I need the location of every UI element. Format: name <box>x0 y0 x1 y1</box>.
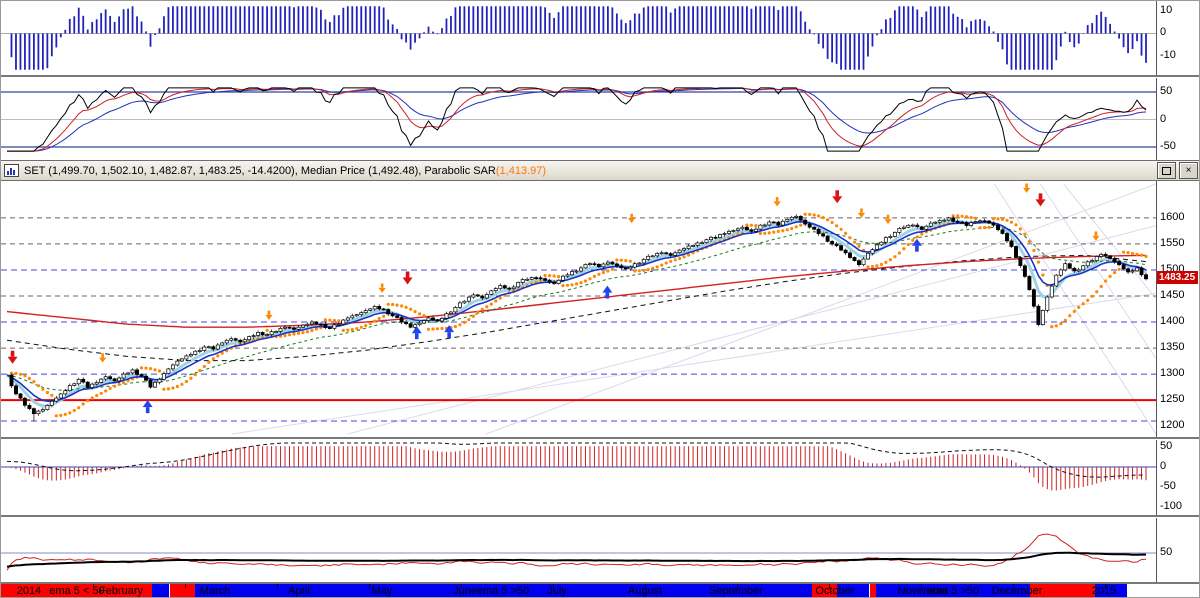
close-button[interactable]: × <box>1179 162 1198 179</box>
month-tick <box>921 584 922 588</box>
oscillator-yaxis: 50 0 -50 <box>1157 78 1199 160</box>
ema-plot[interactable] <box>1 518 1156 582</box>
panel-separator <box>1 75 1199 78</box>
chart-title: SET (1,499.70, 1,502.10, 1,482.87, 1,483… <box>24 164 496 177</box>
last-price-badge: 1483.25 <box>1157 270 1199 284</box>
y-tick-label: -50 <box>1160 480 1176 492</box>
y-tick-label: 10 <box>1160 4 1173 16</box>
month-tick <box>277 584 278 588</box>
y-tick-label: 50 <box>1160 440 1173 452</box>
ema-ribbon-segment <box>1095 584 1127 597</box>
panel-separator <box>1 515 1199 518</box>
ema-ribbon-segment <box>1127 584 1156 597</box>
month-tick <box>1105 584 1106 588</box>
ema-ribbon-segment <box>170 584 195 597</box>
close-icon: × <box>1185 164 1192 176</box>
month-tick <box>737 584 738 588</box>
month-label: September <box>709 585 763 597</box>
month-label: November <box>897 585 949 597</box>
month-label: March <box>199 585 231 597</box>
month-label: December <box>991 585 1043 597</box>
indicator-panel-top[interactable] <box>1 1 1156 75</box>
price-yaxis: 1600 1550 1500 1450 1400 1350 1300 1250 1200 <box>1157 181 1199 437</box>
month-label: April <box>287 585 311 597</box>
price-chart-plot[interactable] <box>1 181 1156 437</box>
panel-separator <box>1 437 1199 440</box>
y-tick-label: 1200 <box>1160 419 1185 431</box>
month-label: August <box>627 585 663 597</box>
macd-yaxis: 50 0 -50 -100 <box>1157 440 1199 515</box>
month-label: October <box>815 585 855 597</box>
chart-title-bar[interactable]: SET (1,499.70, 1,502.10, 1,482.87, 1,483… <box>1 160 1199 181</box>
y-tick-label: 0 <box>1160 26 1167 38</box>
indicator-panel-macd[interactable] <box>1 440 1156 515</box>
ema-ribbon-segment <box>152 584 169 597</box>
y-tick-label: 1250 <box>1160 393 1185 405</box>
y-tick-label: -50 <box>1160 140 1176 152</box>
ema-ribbon-segment <box>1 584 152 597</box>
y-tick-label: 50 <box>1160 85 1173 97</box>
ema-ribbon-label: ema 5 < 50 <box>49 585 105 597</box>
ema-ribbon-segment <box>837 584 869 597</box>
month-label: 2014 <box>16 585 42 597</box>
month-tick <box>553 584 554 588</box>
y-tick-label: 0 <box>1160 113 1167 125</box>
restore-icon <box>1162 166 1171 175</box>
main-price-panel[interactable] <box>1 181 1156 437</box>
ema-ribbon-segment <box>195 584 812 597</box>
month-tick <box>461 584 462 588</box>
parabolic-sar-value: (1,413.97) <box>495 164 547 177</box>
ema-ribbon-segment <box>870 584 877 597</box>
month-label: 2015 <box>1091 585 1117 597</box>
restore-button[interactable] <box>1157 162 1176 179</box>
month-tick <box>369 584 370 588</box>
axis-divider <box>1156 1 1157 597</box>
month-tick <box>645 584 646 588</box>
y-tick-label: -100 <box>1160 500 1183 512</box>
ema-ribbon-segment <box>812 584 837 597</box>
top-histogram-plot[interactable] <box>1 1 1156 75</box>
y-tick-label: 1350 <box>1160 341 1185 353</box>
y-tick-label: 1550 <box>1160 237 1185 249</box>
month-label: February <box>98 585 144 597</box>
time-axis-ribbon: ema 5 < 50 ema 5 >50 ema 5 >50 2014 February… <box>1 584 1199 597</box>
top-histogram-yaxis: 10 0 -10 <box>1157 1 1199 75</box>
y-tick-label: 1300 <box>1160 367 1185 379</box>
y-tick-label: 0 <box>1160 460 1167 472</box>
month-tick <box>185 584 186 588</box>
month-tick <box>93 584 94 588</box>
y-tick-label: 1400 <box>1160 315 1185 327</box>
month-tick <box>1013 584 1014 588</box>
ema-ribbon-segment <box>1030 584 1095 597</box>
y-tick-label: -10 <box>1160 49 1176 61</box>
oscillator-plot[interactable] <box>1 78 1156 160</box>
y-tick-label: 1600 <box>1160 211 1185 223</box>
month-label: May <box>371 585 393 597</box>
month-label: June <box>453 585 477 597</box>
chart-icon <box>4 164 19 177</box>
indicator-panel-oscillator[interactable] <box>1 78 1156 160</box>
macd-plot[interactable] <box>1 440 1156 515</box>
y-tick-label: 50 <box>1160 546 1173 558</box>
ema-ribbon-label: ema 5 >50 <box>476 585 530 597</box>
y-tick-label: 1450 <box>1160 289 1185 301</box>
month-label: July <box>547 585 567 597</box>
ema-ribbon-segment <box>876 584 1030 597</box>
ema-yaxis: 50 <box>1157 518 1199 582</box>
ema-ribbon-label: ema 5 >50 <box>926 585 980 597</box>
month-tick <box>829 584 830 588</box>
indicator-panel-ema[interactable] <box>1 518 1156 582</box>
